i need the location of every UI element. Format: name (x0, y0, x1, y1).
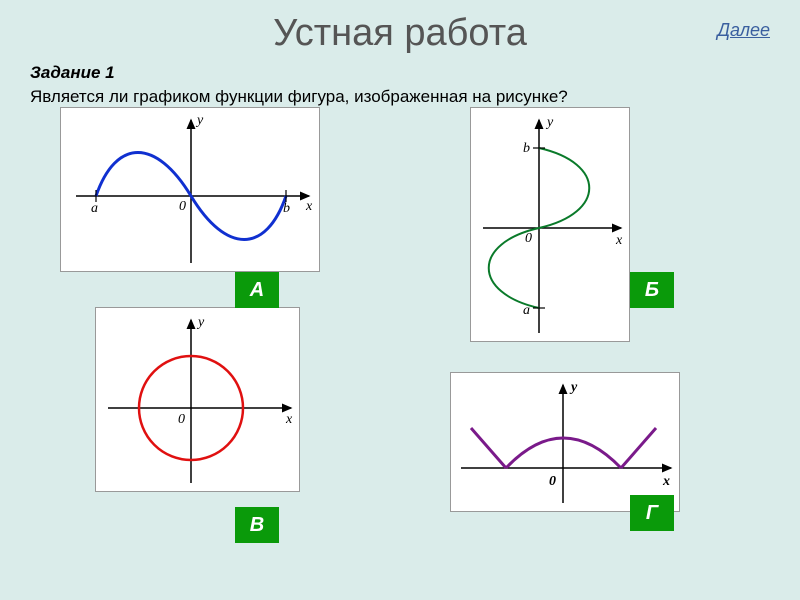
svg-text:b: b (283, 201, 290, 216)
svg-text:0: 0 (178, 412, 185, 427)
question-text: Является ли графиком функции фигура, изо… (30, 87, 800, 107)
svg-text:y: y (569, 380, 578, 395)
graph-panel-a: y x 0 a b (60, 107, 320, 272)
svg-text:x: x (662, 474, 670, 489)
task-label: Задание 1 (30, 63, 800, 83)
badge-b[interactable]: Б (630, 272, 674, 308)
svg-text:0: 0 (549, 474, 556, 489)
badge-a[interactable]: А (235, 272, 279, 308)
svg-text:0: 0 (179, 199, 186, 214)
svg-text:x: x (285, 412, 293, 427)
svg-text:y: y (195, 113, 204, 128)
graphs-container: y x 0 a b y x 0 b a (0, 107, 800, 587)
page-title: Устная работа (0, 0, 800, 55)
badge-v[interactable]: В (235, 507, 279, 543)
badge-g[interactable]: Г (630, 495, 674, 531)
graph-panel-v: y x 0 (95, 307, 300, 492)
graph-panel-g: y x 0 (450, 372, 680, 512)
svg-text:0: 0 (525, 231, 532, 246)
svg-text:a: a (91, 201, 98, 216)
svg-text:x: x (615, 233, 623, 248)
svg-text:y: y (196, 315, 205, 330)
svg-text:x: x (305, 199, 313, 214)
svg-text:y: y (545, 115, 554, 130)
svg-text:b: b (523, 141, 530, 156)
svg-text:a: a (523, 303, 530, 318)
next-link[interactable]: Далее (717, 20, 770, 41)
graph-panel-b: y x 0 b a (470, 107, 630, 342)
